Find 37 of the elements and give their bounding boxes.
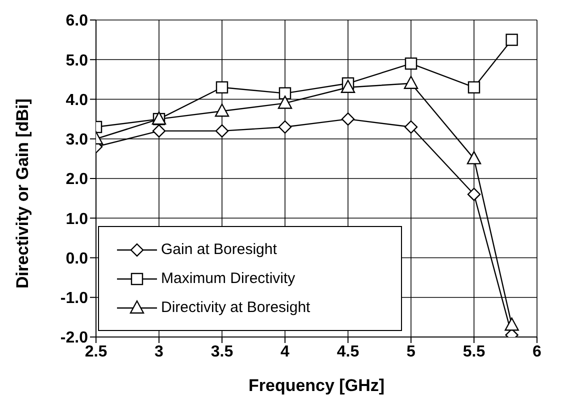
point: [278, 120, 292, 134]
x-tick-label: 5: [406, 343, 416, 360]
y-tick-label: 2.0: [66, 171, 88, 188]
x-tick-label: 4.5: [336, 343, 360, 360]
point: [467, 188, 481, 201]
point: [466, 151, 482, 164]
point: [404, 120, 418, 134]
x-tick-label: 5.5: [462, 343, 486, 360]
point: [341, 112, 355, 126]
point: [506, 34, 518, 46]
point: [404, 57, 418, 70]
point: [504, 318, 519, 331]
point: [216, 81, 228, 94]
x-tick-label: 6: [532, 343, 542, 360]
y-tick-label: -1.0: [60, 290, 88, 308]
point: [404, 76, 418, 89]
point: [468, 81, 480, 94]
y-axis-title: Directivity or Gain [dBi]: [13, 98, 32, 288]
y-tick-label: 3.0: [66, 132, 88, 149]
y-tick-label: 4.0: [66, 92, 88, 109]
x-tick-label: 4: [280, 343, 290, 360]
point: [278, 87, 292, 100]
y-tick-label: 1.0: [66, 210, 88, 228]
legend-label: Directivity at Boresight: [161, 299, 310, 316]
point: [152, 124, 166, 138]
point: [278, 96, 292, 109]
x-tick-label: 3: [154, 343, 164, 360]
x-axis-title: Frequency [GHz]: [248, 376, 385, 395]
legend-label: Maximum Directivity: [161, 270, 296, 287]
point: [340, 80, 356, 93]
y-tick-label: 0.0: [66, 250, 88, 268]
y-tick-label: 5.0: [66, 52, 88, 70]
legend-label: Gain at Boresight: [161, 241, 277, 258]
y-tick-label: 6.0: [66, 12, 88, 30]
point: [214, 104, 230, 117]
point: [215, 124, 229, 138]
x-tick-label: 3.5: [210, 343, 234, 360]
